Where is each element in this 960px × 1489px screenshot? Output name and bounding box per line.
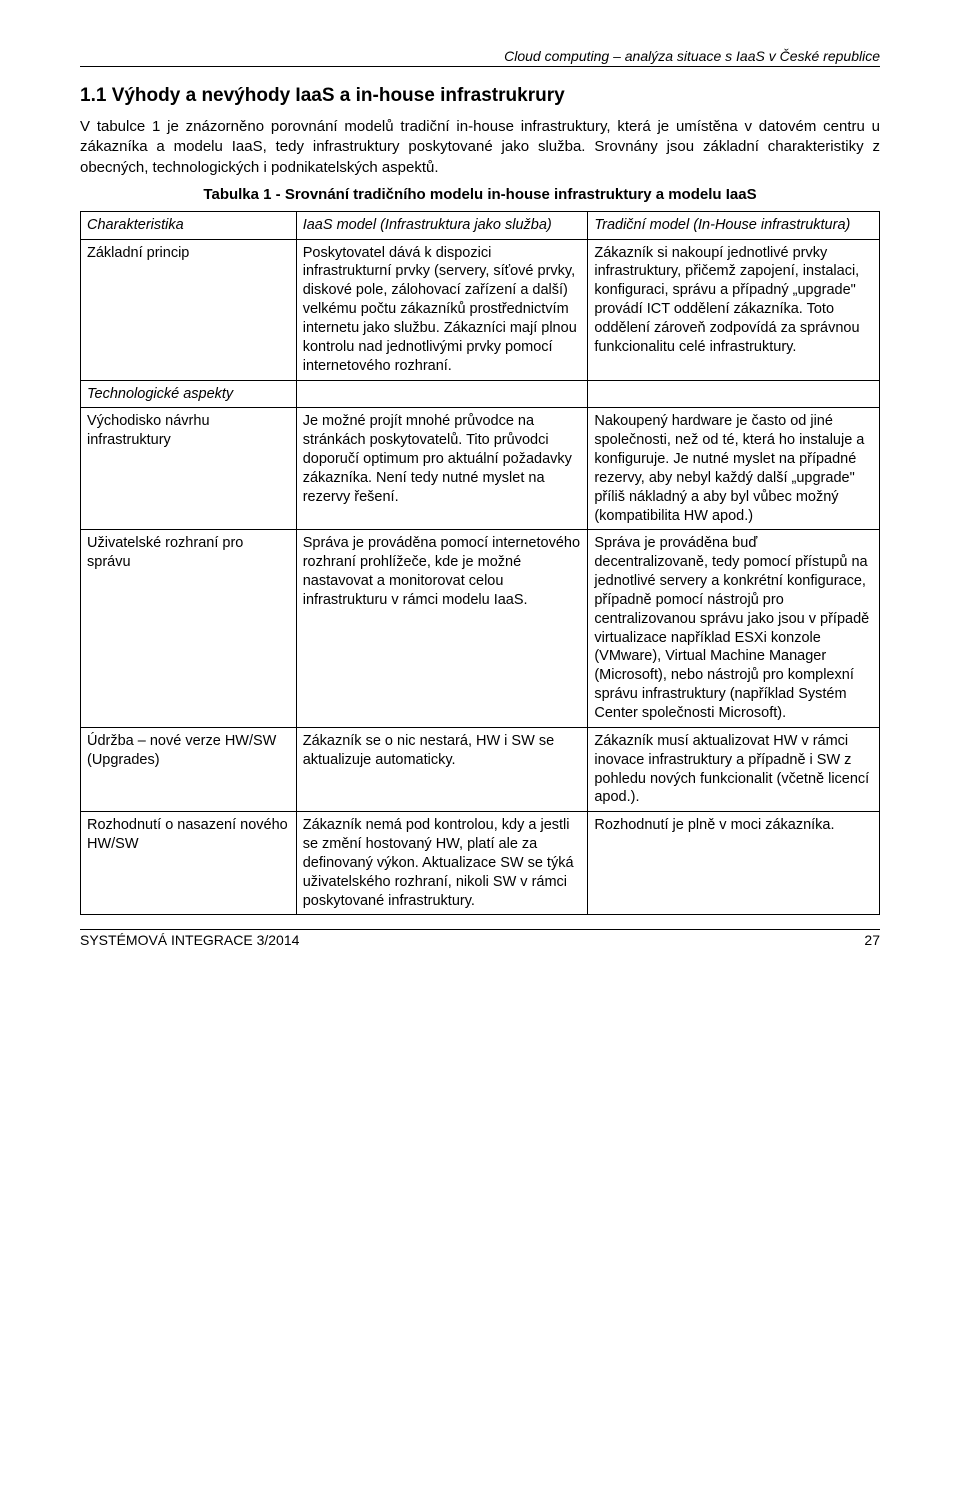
table-row: Údržba – nové verze HW/SW (Upgrades) Zák… [81, 727, 880, 811]
table-row: Východisko návrhu infrastruktury Je možn… [81, 408, 880, 530]
footer-page-number: 27 [864, 932, 880, 948]
empty-cell [296, 380, 588, 408]
cell-deploy-decision-inhouse: Rozhodnutí je plně v moci zákazníka. [588, 812, 880, 915]
table-row: Rozhodnutí o nasazení nového HW/SW Zákaz… [81, 812, 880, 915]
running-header: Cloud computing – analýza situace s IaaS… [80, 48, 880, 64]
header-cell-characteristic: Charakteristika [81, 211, 297, 239]
comparison-table: Charakteristika IaaS model (Infrastruktu… [80, 211, 880, 916]
table-row: Uživatelské rozhraní pro správu Správa j… [81, 530, 880, 727]
cell-design-basis-label: Východisko návrhu infrastruktury [81, 408, 297, 530]
cell-design-basis-inhouse: Nakoupený hardware je často od jiné spol… [588, 408, 880, 530]
cell-basic-principle-label: Základní princip [81, 239, 297, 380]
footer-journal: SYSTÉMOVÁ INTEGRACE 3/2014 [80, 932, 299, 948]
cell-ui-mgmt-label: Uživatelské rozhraní pro správu [81, 530, 297, 727]
table-header-row: Charakteristika IaaS model (Infrastruktu… [81, 211, 880, 239]
cell-maintenance-label: Údržba – nové verze HW/SW (Upgrades) [81, 727, 297, 811]
cell-ui-mgmt-inhouse: Správa je prováděna buď decentralizovaně… [588, 530, 880, 727]
cell-basic-principle-inhouse: Zákazník si nakoupí jednotlivé prvky inf… [588, 239, 880, 380]
section-heading: 1.1 Výhody a nevýhody IaaS a in-house in… [80, 85, 880, 107]
footer-rule [80, 929, 880, 930]
cell-deploy-decision-label: Rozhodnutí o nasazení nového HW/SW [81, 812, 297, 915]
table-caption: Tabulka 1 - Srovnání tradičního modelu i… [80, 186, 880, 203]
header-cell-iaas: IaaS model (Infrastruktura jako služba) [296, 211, 588, 239]
cell-deploy-decision-iaas: Zákazník nemá pod kontrolou, kdy a jestl… [296, 812, 588, 915]
table-section-row: Technologické aspekty [81, 380, 880, 408]
empty-cell [588, 380, 880, 408]
cell-design-basis-iaas: Je možné projít mnohé průvodce na stránk… [296, 408, 588, 530]
page-footer: SYSTÉMOVÁ INTEGRACE 3/2014 27 [80, 932, 880, 948]
table-row: Základní princip Poskytovatel dává k dis… [81, 239, 880, 380]
section-label-tech-aspects: Technologické aspekty [81, 380, 297, 408]
header-cell-inhouse: Tradiční model (In-House infrastruktura) [588, 211, 880, 239]
intro-paragraph: V tabulce 1 je znázorněno porovnání mode… [80, 117, 880, 178]
cell-ui-mgmt-iaas: Správa je prováděna pomocí internetového… [296, 530, 588, 727]
header-rule [80, 66, 880, 67]
cell-maintenance-inhouse: Zákazník musí aktualizovat HW v rámci in… [588, 727, 880, 811]
cell-maintenance-iaas: Zákazník se o nic nestará, HW i SW se ak… [296, 727, 588, 811]
cell-basic-principle-iaas: Poskytovatel dává k dispozici infrastruk… [296, 239, 588, 380]
